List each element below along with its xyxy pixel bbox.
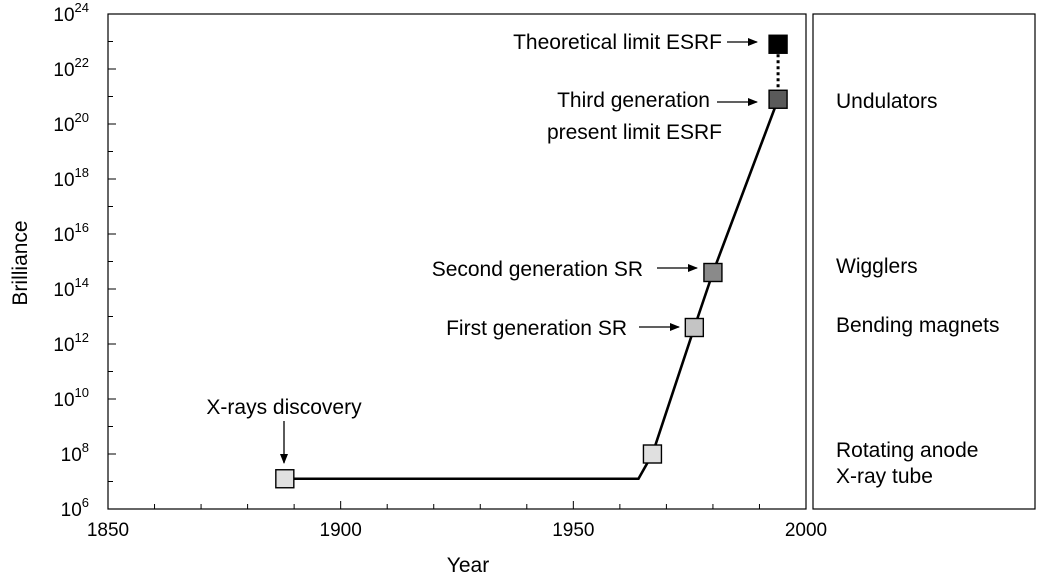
- y-tick-label: 1024: [53, 0, 89, 26]
- x-tick-label: 1850: [87, 520, 129, 541]
- y-axis-title: Brilliance: [9, 220, 32, 305]
- x-tick-label: 2000: [785, 520, 827, 541]
- x-tick-label: 1950: [552, 520, 594, 541]
- data-marker: [684, 317, 705, 338]
- annotation-label: Second generation SR: [432, 258, 643, 281]
- side-panel-label: Bending magnets: [836, 314, 999, 337]
- annotation-label: X-rays discovery: [206, 396, 362, 419]
- side-panel-label: Rotating anode: [836, 439, 978, 462]
- data-marker: [768, 34, 788, 54]
- annotation-label: First generation SR: [446, 317, 627, 340]
- x-axis-title: Year: [447, 554, 489, 577]
- data-marker: [275, 469, 295, 489]
- y-tick-label: 108: [61, 440, 89, 466]
- y-tick-label: 1012: [53, 330, 89, 356]
- side-panel-frame: [812, 13, 1036, 510]
- y-tick-label: 106: [61, 495, 89, 521]
- side-panel-label: Undulators: [836, 90, 938, 113]
- y-tick-label: 1020: [53, 110, 89, 136]
- y-tick-label: 1018: [53, 165, 89, 191]
- side-panel-label: X-ray tube: [836, 465, 933, 488]
- y-tick-label: 1016: [53, 220, 89, 246]
- brilliance-line: [284, 98, 780, 481]
- annotation-label: present limit ESRF: [547, 121, 722, 144]
- x-tick-label: 1900: [320, 520, 362, 541]
- annotation-label: Third generation: [557, 89, 710, 112]
- side-panel-label: Wigglers: [836, 255, 918, 278]
- y-tick-label: 1022: [53, 55, 89, 81]
- data-marker: [642, 444, 663, 464]
- data-marker: [768, 89, 788, 109]
- data-marker: [703, 262, 723, 283]
- y-tick-label: 1010: [53, 385, 89, 411]
- y-tick-label: 1014: [53, 275, 89, 301]
- annotation-label: Theoretical limit ESRF: [513, 31, 722, 54]
